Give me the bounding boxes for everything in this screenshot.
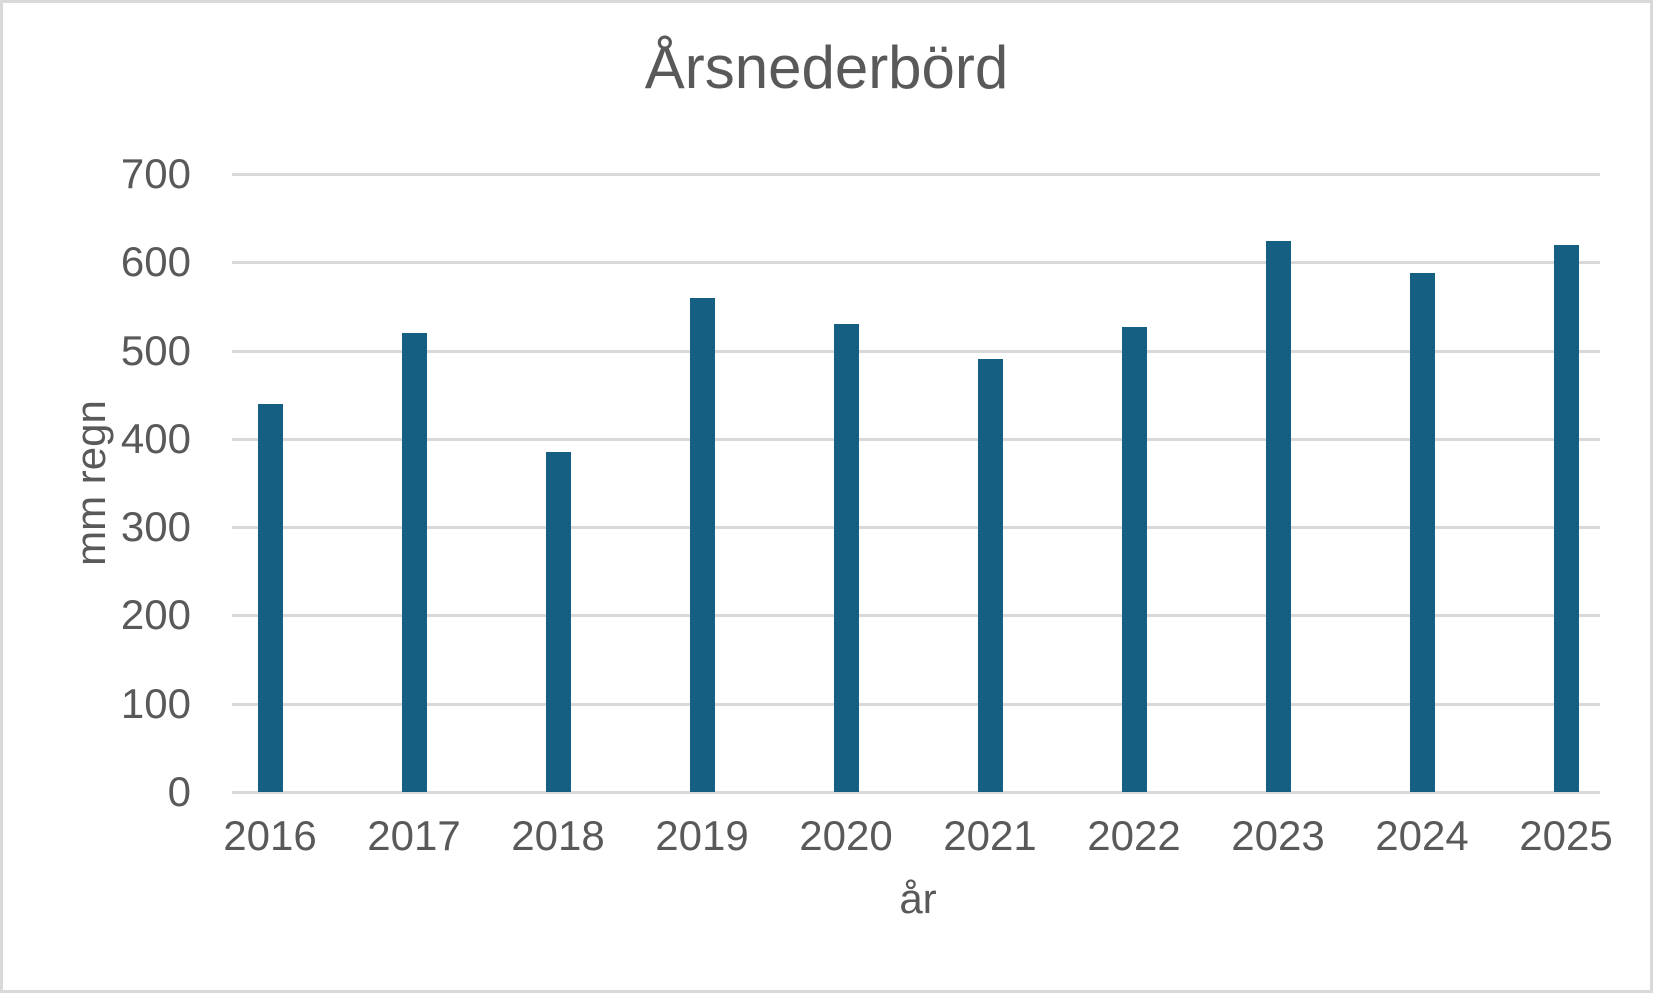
x-tick-label-2020: 2020 — [799, 812, 893, 859]
gridline-300 — [232, 526, 1600, 530]
gridline-100 — [232, 702, 1600, 706]
gridline-0 — [232, 791, 1600, 794]
bar-2023 — [1265, 241, 1291, 792]
y-tick-label-400: 400 — [120, 414, 191, 462]
bar-2016 — [257, 403, 283, 792]
gridline-600 — [232, 261, 1600, 265]
y-tick-label-500: 500 — [120, 326, 191, 374]
bar-2022 — [1121, 326, 1147, 792]
bar-2021 — [977, 359, 1003, 792]
y-tick-label-200: 200 — [120, 591, 191, 639]
y-tick-label-300: 300 — [120, 503, 191, 551]
bar-2020 — [833, 324, 859, 792]
y-tick-label-0: 0 — [167, 768, 191, 815]
x-axis-title: år — [899, 875, 937, 922]
x-tick-label-2018: 2018 — [511, 812, 605, 859]
y-tick-label-700: 700 — [120, 150, 191, 197]
gridline-400 — [232, 437, 1600, 441]
gridline-200 — [232, 614, 1600, 618]
y-tick-label-600: 600 — [120, 238, 191, 286]
x-tick-label-2021: 2021 — [943, 812, 1037, 859]
y-tick-label-100: 100 — [120, 679, 191, 727]
bar-2024 — [1409, 272, 1435, 792]
bar-2017 — [401, 332, 427, 792]
x-tick-label-2019: 2019 — [655, 812, 749, 859]
gridline-700 — [232, 173, 1600, 176]
chart-title: Årsnederbörd — [644, 34, 1009, 101]
x-tick-label-2023: 2023 — [1231, 812, 1325, 859]
x-tick-label-2025: 2025 — [1519, 812, 1613, 859]
x-tick-label-2024: 2024 — [1375, 812, 1469, 859]
y-axis-title: mm regn — [67, 400, 114, 566]
bar-2018 — [545, 452, 571, 792]
gridline-500 — [232, 349, 1600, 353]
bar-2019 — [689, 297, 715, 792]
x-tick-label-2016: 2016 — [223, 812, 317, 859]
x-tick-label-2017: 2017 — [367, 812, 461, 859]
x-tick-label-2022: 2022 — [1087, 812, 1181, 859]
bar-2025 — [1553, 244, 1579, 792]
plot-area — [198, 173, 1638, 794]
